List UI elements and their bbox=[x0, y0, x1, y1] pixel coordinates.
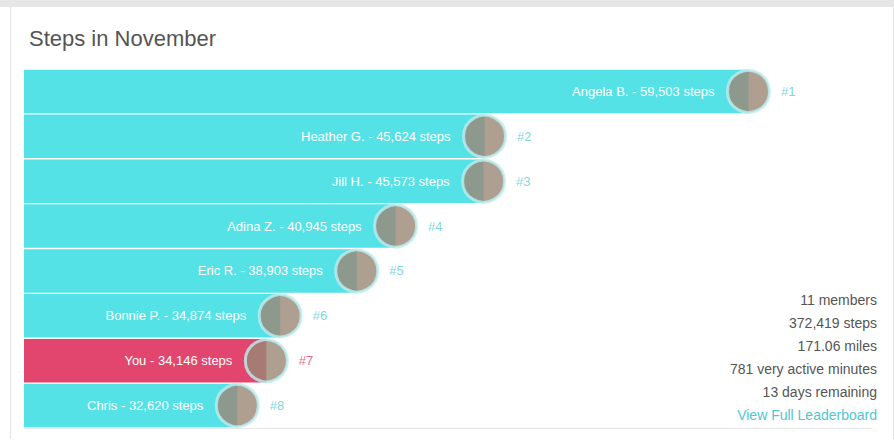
svg-text:#4: #4 bbox=[428, 219, 442, 234]
svg-text:171.06 miles: 171.06 miles bbox=[798, 338, 877, 354]
svg-text:13 days remaining: 13 days remaining bbox=[763, 384, 877, 400]
svg-text:You - 34,146 steps: You - 34,146 steps bbox=[124, 353, 232, 368]
svg-text:Chris - 32,620 steps: Chris - 32,620 steps bbox=[87, 398, 204, 413]
svg-text:Jill H. - 45,573 steps: Jill H. - 45,573 steps bbox=[332, 174, 450, 189]
svg-text:Adina Z. - 40,945 steps: Adina Z. - 40,945 steps bbox=[227, 219, 362, 234]
svg-text:11 members: 11 members bbox=[800, 292, 877, 308]
svg-text:#1: #1 bbox=[781, 84, 795, 99]
svg-text:Bonnie P. - 34,874 steps: Bonnie P. - 34,874 steps bbox=[105, 308, 246, 323]
svg-text:Steps in November: Steps in November bbox=[29, 26, 216, 51]
svg-text:Heather G. - 45,624 steps: Heather G. - 45,624 steps bbox=[301, 129, 451, 144]
svg-text:View Full Leaderboard: View Full Leaderboard bbox=[737, 407, 877, 423]
svg-text:781 very active minutes: 781 very active minutes bbox=[730, 361, 877, 377]
svg-text:#6: #6 bbox=[313, 308, 327, 323]
svg-text:Angela B. - 59,503 steps: Angela B. - 59,503 steps bbox=[572, 84, 715, 99]
svg-text:Eric R. - 38,903 steps: Eric R. - 38,903 steps bbox=[198, 263, 323, 278]
svg-text:#3: #3 bbox=[516, 174, 530, 189]
svg-text:#8: #8 bbox=[270, 398, 284, 413]
svg-text:#5: #5 bbox=[389, 263, 403, 278]
svg-text:#2: #2 bbox=[517, 129, 531, 144]
svg-text:#7: #7 bbox=[299, 353, 313, 368]
svg-text:372,419 steps: 372,419 steps bbox=[789, 315, 877, 331]
